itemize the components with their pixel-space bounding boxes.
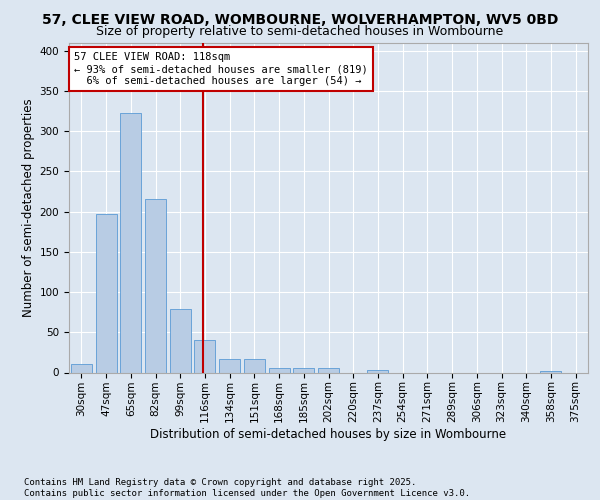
Y-axis label: Number of semi-detached properties: Number of semi-detached properties bbox=[22, 98, 35, 317]
Bar bbox=[95, 214, 116, 372]
Bar bbox=[244, 359, 265, 372]
Text: Contains HM Land Registry data © Crown copyright and database right 2025.
Contai: Contains HM Land Registry data © Crown c… bbox=[24, 478, 470, 498]
Bar bbox=[541, 371, 562, 372]
Bar bbox=[194, 340, 215, 372]
Bar bbox=[269, 368, 290, 372]
Bar bbox=[71, 364, 92, 372]
Bar bbox=[318, 368, 339, 372]
X-axis label: Distribution of semi-detached houses by size in Wombourne: Distribution of semi-detached houses by … bbox=[151, 428, 506, 441]
Text: 57, CLEE VIEW ROAD, WOMBOURNE, WOLVERHAMPTON, WV5 0BD: 57, CLEE VIEW ROAD, WOMBOURNE, WOLVERHAM… bbox=[42, 12, 558, 26]
Bar bbox=[219, 359, 240, 372]
Bar bbox=[145, 200, 166, 372]
Text: Size of property relative to semi-detached houses in Wombourne: Size of property relative to semi-detach… bbox=[97, 25, 503, 38]
Bar bbox=[170, 309, 191, 372]
Bar bbox=[120, 114, 141, 372]
Bar bbox=[367, 370, 388, 372]
Text: 57 CLEE VIEW ROAD: 118sqm
← 93% of semi-detached houses are smaller (819)
  6% o: 57 CLEE VIEW ROAD: 118sqm ← 93% of semi-… bbox=[74, 52, 368, 86]
Bar bbox=[293, 368, 314, 372]
